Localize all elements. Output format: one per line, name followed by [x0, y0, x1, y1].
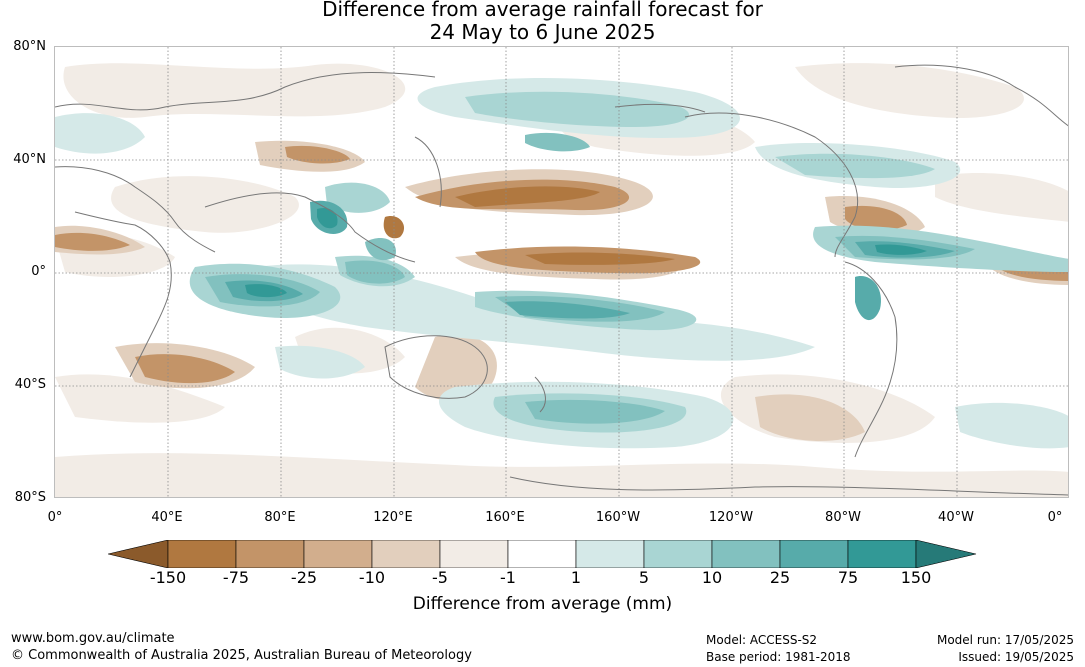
map-svg [55, 47, 1068, 497]
colorbar-svg [107, 539, 977, 569]
lon-label-160w: 160°W [595, 510, 641, 525]
lon-label-80e: 80°E [264, 510, 296, 525]
colorbar-segment [847, 539, 917, 569]
lat-label-80s: 80°S [14, 490, 46, 505]
colorbar-segment [507, 539, 577, 569]
title-line-2: 24 May to 6 June 2025 [429, 20, 656, 44]
issued-text: Issued: 19/05/2025 [958, 650, 1074, 664]
colorbar-segment [643, 539, 713, 569]
colorbar-tick-label: -150 [149, 568, 187, 587]
colorbar-tick-label: 150 [900, 568, 932, 587]
rainfall-anomaly-map [54, 46, 1069, 498]
colorbar-tick-label: -25 [290, 568, 318, 587]
lat-label-40s: 40°S [14, 377, 46, 392]
colorbar-extend-low [107, 539, 169, 569]
lat-label-40n: 40°N [13, 152, 46, 167]
lat-label-equator: 0° [31, 264, 46, 279]
colorbar-segment [303, 539, 373, 569]
lon-label-40e: 40°E [151, 510, 183, 525]
extremely-wet-patches [245, 207, 927, 298]
lat-label-80n: 80°N [13, 39, 46, 54]
colorbar [107, 539, 978, 572]
coastlines [55, 64, 1068, 496]
colorbar-tick-label: 10 [701, 568, 723, 587]
graticule [55, 47, 1068, 497]
colorbar-segment [167, 539, 237, 569]
lon-label-80w: 80°W [825, 510, 861, 525]
colorbar-tick-label: 75 [837, 568, 859, 587]
colorbar-segment [575, 539, 645, 569]
lon-label-160e: 160°E [485, 510, 525, 525]
colorbar-label: Difference from average (mm) [412, 594, 673, 614]
colorbar-extend-high [915, 539, 977, 569]
colorbar-segment [439, 539, 509, 569]
map-title: Difference from average rainfall forecas… [0, 0, 1085, 44]
lon-label-120e: 120°E [373, 510, 413, 525]
lon-label-0-left: 0° [47, 510, 63, 525]
copyright-text: © Commonwealth of Australia 2025, Austra… [11, 648, 472, 663]
colorbar-tick-label: -10 [358, 568, 386, 587]
colorbar-segment [779, 539, 849, 569]
colorbar-tick-label: -1 [500, 568, 516, 587]
colorbar-segment [711, 539, 781, 569]
colorbar-tick-label: 5 [638, 568, 650, 587]
colorbar-segment [235, 539, 305, 569]
lon-label-0-right: 0° [1047, 510, 1063, 525]
dry-patches [55, 145, 1068, 384]
title-line-1: Difference from average rainfall forecas… [322, 0, 763, 21]
colorbar-segment [371, 539, 441, 569]
lon-label-40w: 40°W [938, 510, 974, 525]
colorbar-tick-label: -75 [222, 568, 250, 587]
model-text: Model: ACCESS-S2 [706, 633, 818, 647]
very-dry-patches [383, 186, 675, 265]
lon-label-120w: 120°W [708, 510, 754, 525]
model-run-text: Model run: 17/05/2025 [936, 633, 1074, 647]
base-period-text: Base period: 1981-2018 [706, 650, 851, 664]
colorbar-tick-label: -5 [432, 568, 448, 587]
colorbar-tick-label: 25 [769, 568, 791, 587]
colorbar-tick-label: 1 [570, 568, 582, 587]
website-link[interactable]: www.bom.gov.au/climate [11, 631, 175, 646]
